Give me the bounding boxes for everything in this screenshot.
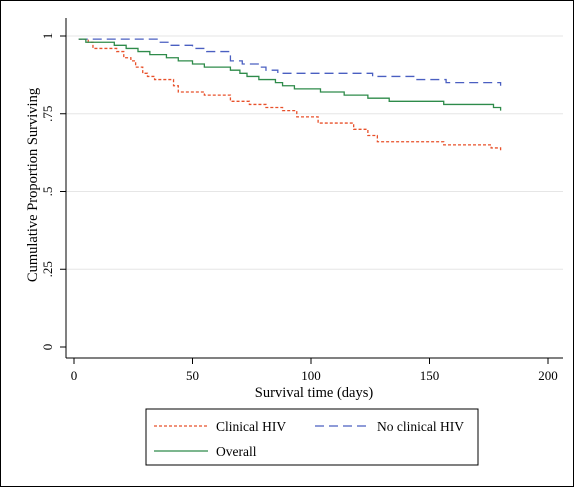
y-tick-label: .25 — [40, 261, 55, 277]
y-tick-label: .5 — [40, 187, 55, 197]
legend-label: Overall — [216, 444, 257, 459]
x-tick-label: 0 — [71, 368, 78, 383]
legend-box — [145, 408, 479, 466]
series-line-clinical-hiv — [78, 38, 502, 152]
series-line-no-clinical-hiv — [78, 38, 502, 86]
x-tick-label: 50 — [186, 368, 199, 383]
series-line-overall — [78, 38, 502, 111]
x-axis-title: Survival time (days) — [255, 385, 374, 401]
x-tick-label: 200 — [538, 368, 558, 383]
x-tick-label: 100 — [301, 368, 321, 383]
y-tick-label: .75 — [40, 106, 55, 122]
legend-label: No clinical HIV — [377, 419, 464, 434]
y-axis-title: Cumulative Proportion Surviving — [25, 88, 41, 282]
legend-label: Clinical HIV — [216, 419, 286, 434]
plot-area — [66, 18, 563, 358]
y-tick-label: 0 — [40, 344, 55, 351]
x-tick-label: 150 — [420, 368, 440, 383]
y-tick-label: 1 — [40, 33, 55, 40]
